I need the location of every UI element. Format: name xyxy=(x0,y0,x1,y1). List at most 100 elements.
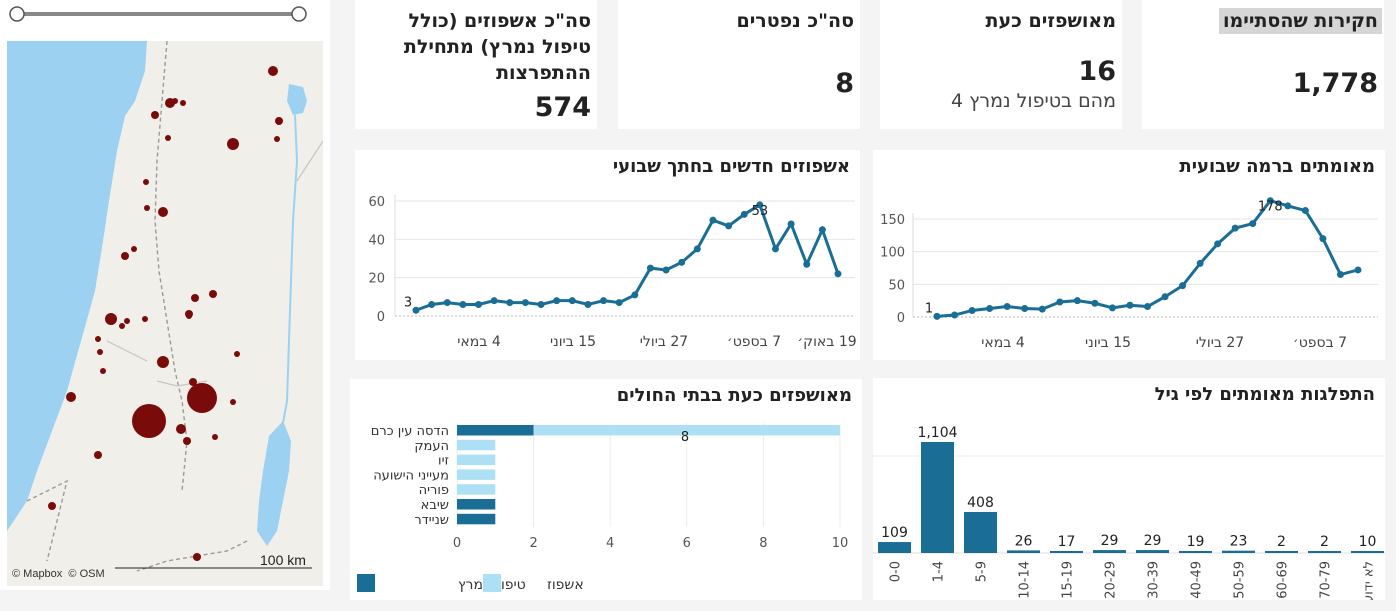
kpi-title: סה"כ נפטרים xyxy=(736,10,854,32)
hospital-marker xyxy=(124,318,130,324)
bar xyxy=(1179,551,1212,553)
hospital-marker xyxy=(193,553,201,561)
data-label: 1 xyxy=(925,301,933,316)
hospital-marker xyxy=(268,66,278,76)
data-point xyxy=(1144,303,1151,311)
data-point xyxy=(1108,304,1116,312)
category-label: מעייני הישועה xyxy=(373,468,449,483)
chart-hospitals-current: מאושפזים כעת בבתי החולים 0 2 4 6 8 10 הדסה עין… xyxy=(350,379,862,600)
hospital-marker xyxy=(143,179,149,185)
x-tick-label: 10 xyxy=(832,536,849,551)
hospital-marker xyxy=(94,451,102,459)
data-point xyxy=(803,260,811,268)
data-point xyxy=(521,299,529,307)
kpi-title-line: סה"כ אשפוזים (כולל xyxy=(408,10,591,32)
hospital-marker xyxy=(144,205,150,211)
x-tick-label: לא ידוע xyxy=(1362,561,1377,600)
kpi-value: 8 xyxy=(835,68,854,99)
bar-segment xyxy=(457,469,496,480)
hospital-marker xyxy=(158,207,168,217)
x-tick-label: 4 במאי xyxy=(457,334,501,350)
category-label: שיבא xyxy=(421,498,449,513)
line-chart[interactable]: 0 20 40 60 3 53 4 במאי 15 ביוני 27 ביולי 7 בספט׳ 1… xyxy=(355,185,860,360)
map-scale-label: 100 km xyxy=(260,552,306,568)
data-label: 178 xyxy=(1258,200,1283,215)
x-tick-label: 10-14 xyxy=(1018,561,1033,599)
y-tick-label: 100 xyxy=(880,246,905,261)
range-slider[interactable] xyxy=(5,0,325,36)
data-point xyxy=(951,311,959,319)
map[interactable] xyxy=(7,41,323,586)
bar-segment xyxy=(533,425,840,436)
data-label: 109 xyxy=(881,525,908,541)
x-tick-label: 15 ביוני xyxy=(1085,335,1131,351)
bar xyxy=(1222,550,1255,553)
y-tick-label: 50 xyxy=(888,278,905,293)
data-point xyxy=(1354,266,1362,274)
kpi-card-hospitalized-now: מאושפזים כעת 16 מהם בטיפול נמרץ 4 xyxy=(880,0,1122,129)
data-point xyxy=(1196,259,1204,267)
data-point xyxy=(1249,220,1257,228)
data-label: 29 xyxy=(1144,533,1162,549)
x-tick-label: 1-4 xyxy=(932,561,947,582)
y-tick-label: 0 xyxy=(897,311,905,326)
hospital-marker xyxy=(183,437,191,445)
hospital-marker xyxy=(185,310,193,318)
bar-segment xyxy=(457,484,496,495)
data-point xyxy=(1231,224,1239,232)
kpi-card-deaths: סה"כ נפטרים 8 xyxy=(618,0,860,129)
data-point xyxy=(818,226,826,234)
hospital-marker xyxy=(165,135,171,141)
data-point xyxy=(1021,305,1029,313)
data-point xyxy=(1161,293,1169,301)
kpi-card-investigations: חקירות שהסתיימו 1,778 xyxy=(1142,0,1384,129)
chart-title: אשפוזים חדשים בחתך שבועי xyxy=(612,156,850,177)
category-label: העמק xyxy=(414,439,449,454)
data-point xyxy=(662,266,670,274)
bar xyxy=(1265,551,1298,553)
chart-title: מאושפזים כעת בבתי החולים xyxy=(616,385,852,406)
bar xyxy=(921,442,954,553)
x-tick-label: 27 ביולי xyxy=(640,334,688,350)
bar xyxy=(964,511,997,553)
category-label: פוריה xyxy=(419,483,449,498)
chart-title: מאומתים ברמה שבועית xyxy=(1179,156,1375,177)
chart-confirmed-weekly: מאומתים ברמה שבועית 0 50 100 150 1 178 4 במאי 1… xyxy=(873,150,1385,360)
x-tick-label: 0-0 xyxy=(889,561,904,582)
x-tick-label: 15-19 xyxy=(1061,561,1076,599)
data-point xyxy=(740,210,748,218)
hospital-marker xyxy=(131,246,137,252)
data-point xyxy=(787,220,795,228)
age-bar-chart[interactable]: 109 0-0 1,104 1-4 408 5-9 26 10-14 17 15-19 29 20-2… xyxy=(873,378,1385,600)
bar xyxy=(1351,551,1384,553)
data-label: 8 xyxy=(681,430,689,445)
x-tick-label: 4 xyxy=(606,536,614,551)
slider-end-handle[interactable] xyxy=(291,6,307,22)
data-point xyxy=(646,264,654,272)
x-tick-label: 27 ביולי xyxy=(1196,335,1244,351)
data-label: 17 xyxy=(1058,534,1076,550)
data-point xyxy=(1126,301,1134,309)
sea xyxy=(7,41,147,531)
data-point xyxy=(459,301,467,308)
y-tick-label: 0 xyxy=(377,310,385,325)
slider-start-handle[interactable] xyxy=(9,6,25,22)
x-tick-label: 15 ביוני xyxy=(550,334,596,350)
kpi-value: 574 xyxy=(534,92,591,123)
hospital-marker xyxy=(66,392,76,402)
y-tick-label: 20 xyxy=(368,272,385,287)
hospital-marker xyxy=(230,399,236,405)
data-point xyxy=(1336,271,1344,279)
data-label: 408 xyxy=(967,495,994,511)
map-attribution[interactable]: © Mapbox © OSM xyxy=(12,568,105,580)
kpi-card-total-hospitalizations: סה"כ אשפוזים (כולל טיפול נמרץ) מתחילת הה… xyxy=(355,0,597,129)
hospital-marker xyxy=(176,424,186,434)
data-point xyxy=(678,258,686,266)
y-tick-label: 150 xyxy=(880,213,905,228)
line-chart[interactable]: 0 50 100 150 1 178 4 במאי 15 ביוני 27 ביולי 7 בספ… xyxy=(873,185,1385,360)
y-tick-label: 40 xyxy=(368,233,385,248)
x-tick-label: 6 xyxy=(683,536,691,551)
hospital-marker xyxy=(132,404,166,438)
data-label: 2 xyxy=(1320,534,1329,550)
